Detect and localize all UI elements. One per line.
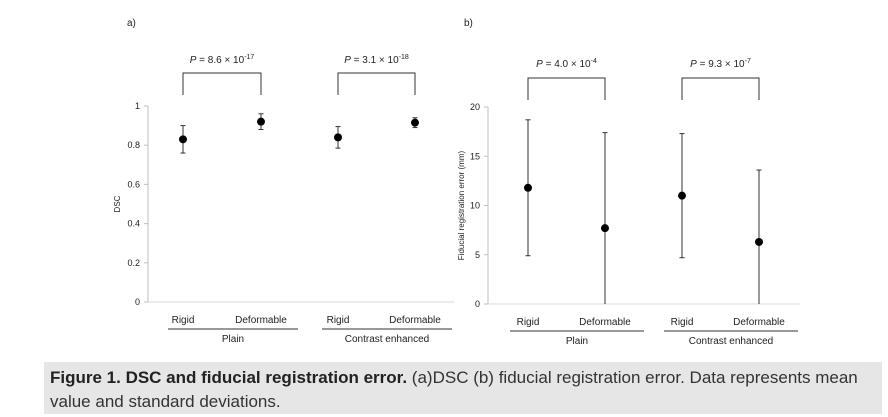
- panelb-category-label: Rigid: [517, 317, 540, 328]
- panelb-y-tick-label: 15: [470, 151, 480, 161]
- figure-caption: Figure 1. DSC and fiducial registration …: [44, 362, 882, 414]
- panelb-p-value: P = 4.0 × 10-4: [536, 58, 597, 70]
- panelb-data-point: [755, 237, 763, 246]
- panelb-group-label: Contrast enhanced: [689, 336, 774, 347]
- panela-data-point: [179, 135, 187, 144]
- panela-y-tick-label: 0: [135, 297, 140, 307]
- panelb-y-axis-title: Fiducial registration error (mm): [457, 150, 466, 260]
- panela-significance-bracket: [337, 72, 416, 95]
- panela-category-label: Deformable: [389, 315, 441, 326]
- panelb-data-point: [601, 224, 609, 233]
- panelb-significance-bracket: [527, 77, 606, 100]
- panelb-data-point: [524, 183, 532, 192]
- panelb-data-point: [678, 191, 686, 200]
- panelb-y-tick-label: 10: [470, 201, 480, 211]
- panela-y-axis-title: DSC: [113, 195, 122, 212]
- panelb-group-label: Plain: [566, 336, 588, 347]
- panelb-y-tick-label: 20: [470, 102, 480, 112]
- panela-data-point: [334, 133, 342, 142]
- panela-category-label: Rigid: [327, 315, 350, 326]
- panela-y-tick-label: 0.6: [127, 179, 140, 189]
- caption-title: Figure 1. DSC and fiducial registration …: [50, 368, 408, 387]
- caption-text: (a)DSC (b) fiducial registration error. …: [50, 368, 858, 411]
- panela-label: a): [127, 18, 136, 29]
- panelb-category-label: Deformable: [733, 317, 785, 328]
- panelb-p-value: P = 9.3 × 10-7: [690, 58, 751, 70]
- panelb-category-label: Rigid: [671, 317, 694, 328]
- panelb-label: b): [464, 18, 473, 29]
- panela-group-label: Contrast enhanced: [345, 334, 430, 345]
- panelb-significance-bracket: [681, 77, 760, 100]
- panela-category-label: Deformable: [235, 315, 287, 326]
- panela-group-label: Plain: [222, 334, 244, 345]
- panela-p-value: P = 3.1 × 10-18: [344, 54, 409, 66]
- panela-significance-bracket: [182, 72, 262, 95]
- panela-y-tick-label: 1: [135, 101, 140, 111]
- panela-y-tick-label: 0.4: [127, 219, 140, 229]
- panela-data-point: [411, 118, 419, 127]
- panela-data-point: [257, 117, 265, 126]
- panela-category-label: Rigid: [172, 315, 195, 326]
- panela-p-value: P = 8.6 × 10-17: [190, 54, 255, 66]
- panelb-y-tick-label: 0: [475, 299, 480, 309]
- panela-y-tick-label: 0.8: [127, 140, 140, 150]
- figure: a) 0 0.2 0.4 0.6 0.8 1 DSC Rigid Deformable Rigid D…: [113, 18, 800, 347]
- panelb-y-tick-label: 5: [475, 250, 480, 260]
- panelb-category-label: Deformable: [579, 317, 631, 328]
- panela-y-tick-label: 0.2: [127, 258, 140, 268]
